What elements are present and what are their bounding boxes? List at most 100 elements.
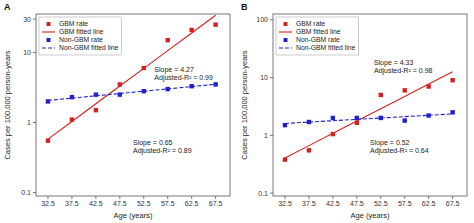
legend-marker bbox=[284, 22, 288, 26]
x-tick bbox=[47, 196, 48, 199]
annotation-line: Slope = 4.27 bbox=[154, 66, 194, 74]
data-point bbox=[94, 92, 98, 96]
x-tick bbox=[95, 196, 96, 199]
legend-label: GBM fitted line bbox=[296, 28, 341, 35]
x-tick-label: 32.5 bbox=[41, 200, 55, 207]
x-tick bbox=[167, 196, 168, 199]
x-tick bbox=[119, 196, 120, 199]
data-point bbox=[379, 93, 383, 97]
y-tick-label: 10 bbox=[23, 49, 31, 56]
data-point bbox=[450, 78, 454, 82]
x-tick bbox=[308, 196, 309, 199]
legend-marker bbox=[47, 22, 51, 26]
y-tick bbox=[270, 193, 273, 194]
annotation-line: Slope = 0.52 bbox=[370, 139, 410, 147]
plot-frame bbox=[273, 14, 467, 196]
annotation-line: Adjusted-R² = 0.64 bbox=[370, 147, 429, 155]
annotation: Slope = 0.52Adjusted-R² = 0.64 bbox=[370, 139, 429, 156]
fitted-line bbox=[48, 84, 216, 100]
data-point bbox=[403, 88, 407, 92]
x-tick-label: 37.5 bbox=[65, 200, 79, 207]
legend-line bbox=[42, 31, 55, 32]
x-tick bbox=[452, 196, 453, 199]
x-tick bbox=[143, 196, 144, 199]
data-point bbox=[118, 82, 122, 86]
y-tick-label: 10 bbox=[260, 74, 268, 81]
y-tick bbox=[33, 19, 36, 20]
data-point bbox=[70, 95, 74, 99]
legend-line bbox=[279, 47, 292, 48]
legend-marker bbox=[47, 38, 51, 42]
x-tick bbox=[332, 196, 333, 199]
legend-frame bbox=[39, 17, 121, 55]
y-tick-label: 30 bbox=[23, 16, 31, 23]
legend-label: GBM rate bbox=[59, 20, 88, 27]
data-point bbox=[189, 84, 193, 88]
x-tick-label: 67.5 bbox=[446, 200, 460, 207]
x-tick-label: 32.5 bbox=[278, 200, 292, 207]
y-tick bbox=[270, 19, 273, 20]
legend-line bbox=[279, 31, 292, 32]
y-tick-label: 100 bbox=[256, 16, 268, 23]
data-point bbox=[355, 116, 359, 120]
x-tick bbox=[404, 196, 405, 199]
data-point bbox=[331, 132, 335, 136]
fitted-line bbox=[285, 72, 453, 158]
annotation-line: Slope = 4.33 bbox=[374, 59, 414, 67]
x-tick-label: 52.5 bbox=[137, 200, 151, 207]
x-tick-label: 67.5 bbox=[209, 200, 223, 207]
legend: GBM rateGBM fitted lineNon-GBM rateNon-G… bbox=[276, 17, 358, 55]
plot-data bbox=[283, 72, 455, 162]
x-tick-label: 57.5 bbox=[398, 200, 412, 207]
data-point bbox=[70, 117, 74, 121]
data-point bbox=[142, 66, 146, 70]
data-point bbox=[46, 99, 50, 103]
data-point bbox=[426, 113, 430, 117]
x-tick bbox=[71, 196, 72, 199]
data-point bbox=[118, 92, 122, 96]
y-axis-label: Cases per 100,000 person-years bbox=[3, 50, 12, 159]
x-axis-label: Age (years) bbox=[351, 211, 390, 220]
x-tick bbox=[356, 196, 357, 199]
legend-label: GBM fitted line bbox=[59, 28, 104, 35]
x-tick bbox=[215, 196, 216, 199]
y-tick bbox=[33, 52, 36, 53]
y-tick bbox=[270, 77, 273, 78]
panel: B32.537.542.547.552.557.562.567.50.11101… bbox=[240, 2, 467, 220]
legend-label: GBM rate bbox=[296, 20, 325, 27]
plot-frame bbox=[36, 14, 230, 196]
y-tick bbox=[33, 122, 36, 123]
x-tick bbox=[380, 196, 381, 199]
annotation-line: Adjusted-R² = 0.99 bbox=[154, 74, 213, 82]
annotation-line: Adjusted-R² = 0.98 bbox=[374, 67, 433, 75]
x-axis-label: Age (years) bbox=[114, 211, 153, 220]
x-tick bbox=[284, 196, 285, 199]
panel-label: A bbox=[4, 2, 11, 12]
legend-label: Non-GBM rate bbox=[59, 36, 103, 43]
legend-frame bbox=[276, 17, 358, 55]
data-point bbox=[355, 121, 359, 125]
data-point bbox=[46, 138, 50, 142]
data-point bbox=[189, 28, 193, 32]
data-point bbox=[213, 82, 217, 86]
data-point bbox=[450, 110, 454, 114]
legend-marker bbox=[284, 38, 288, 42]
data-point bbox=[166, 87, 170, 91]
legend-label: Non-GBM fitted line bbox=[59, 44, 119, 51]
data-point bbox=[283, 157, 287, 161]
x-tick bbox=[428, 196, 429, 199]
panel: A32.537.542.547.552.557.562.567.50.11103… bbox=[3, 2, 230, 220]
data-point bbox=[307, 148, 311, 152]
annotation: Slope = 4.33Adjusted-R² = 0.98 bbox=[374, 59, 433, 76]
x-tick-label: 52.5 bbox=[374, 200, 388, 207]
y-tick-label: 0.1 bbox=[21, 189, 31, 196]
data-point bbox=[403, 118, 407, 122]
y-tick bbox=[33, 192, 36, 193]
fitted-line bbox=[48, 15, 216, 139]
y-tick-label: 1 bbox=[264, 132, 268, 139]
x-tick-label: 42.5 bbox=[89, 200, 103, 207]
panel-label: B bbox=[241, 2, 248, 12]
plot-data bbox=[46, 15, 218, 143]
data-point bbox=[331, 116, 335, 120]
annotation: Slope = 0.65Adjusted-R² = 0.89 bbox=[133, 139, 192, 156]
